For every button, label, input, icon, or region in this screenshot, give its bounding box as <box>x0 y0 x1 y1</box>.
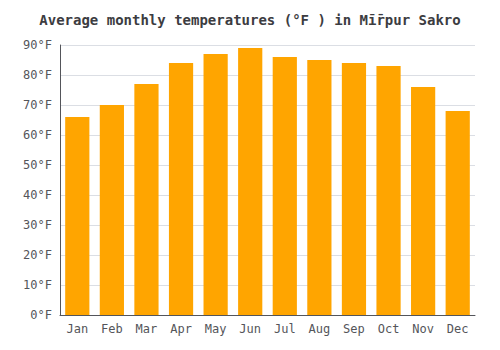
svg-text:10°F: 10°F <box>23 278 52 292</box>
svg-text:80°F: 80°F <box>23 68 52 82</box>
svg-text:30°F: 30°F <box>23 218 52 232</box>
svg-text:60°F: 60°F <box>23 128 52 142</box>
svg-text:90°F: 90°F <box>23 38 52 52</box>
svg-text:20°F: 20°F <box>23 248 52 262</box>
svg-text:40°F: 40°F <box>23 188 52 202</box>
svg-text:0°F: 0°F <box>30 308 52 322</box>
svg-text:Apr: Apr <box>170 322 192 336</box>
svg-text:Nov: Nov <box>412 322 434 336</box>
svg-text:Oct: Oct <box>378 322 400 336</box>
svg-text:70°F: 70°F <box>23 98 52 112</box>
svg-text:Sep: Sep <box>343 322 365 336</box>
svg-text:Dec: Dec <box>447 322 469 336</box>
svg-text:Jun: Jun <box>239 322 261 336</box>
svg-text:Feb: Feb <box>101 322 123 336</box>
svg-text:50°F: 50°F <box>23 158 52 172</box>
svg-text:Average monthly temperatures (: Average monthly temperatures (°F ) in Mī… <box>39 12 460 28</box>
svg-text:May: May <box>205 322 227 336</box>
svg-text:Mar: Mar <box>136 322 158 336</box>
svg-text:Jul: Jul <box>274 322 296 336</box>
svg-text:Jan: Jan <box>66 322 88 336</box>
svg-text:Aug: Aug <box>309 322 331 336</box>
